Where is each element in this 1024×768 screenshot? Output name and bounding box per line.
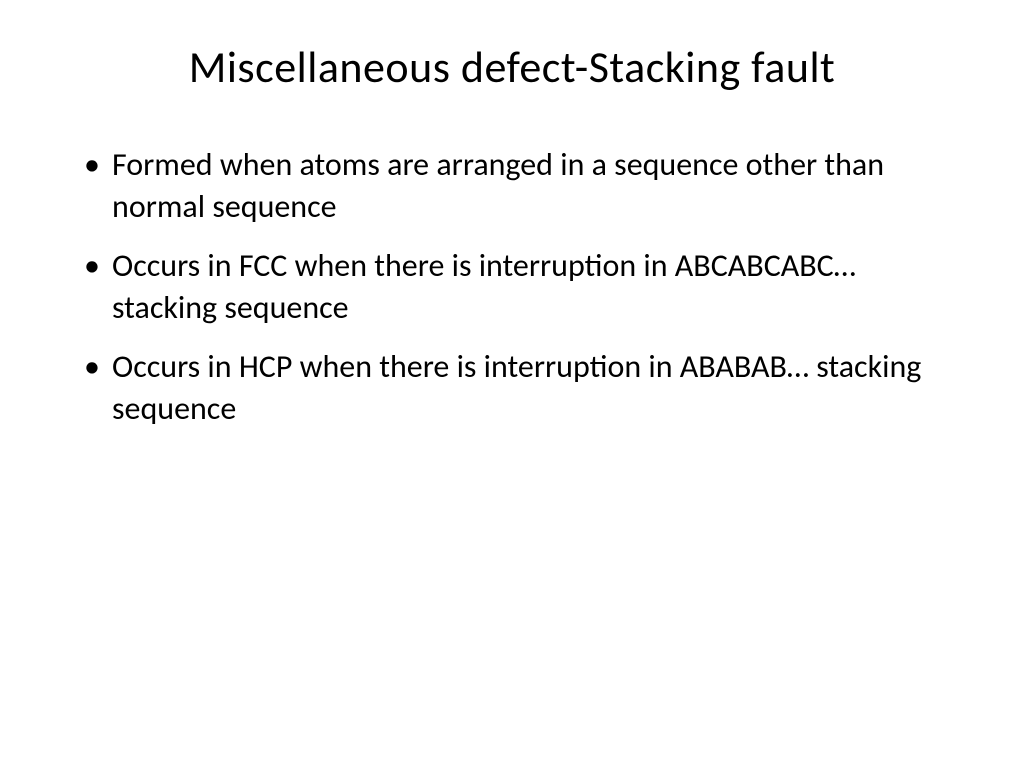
slide-container: Miscellaneous defect-Stacking fault Form…: [0, 0, 1024, 768]
slide-content: Formed when atoms are arranged in a sequ…: [60, 144, 964, 430]
bullet-item: Formed when atoms are arranged in a sequ…: [80, 144, 964, 227]
bullet-item: Occurs in HCP when there is interruption…: [80, 346, 964, 429]
slide-title: Miscellaneous defect-Stacking fault: [60, 40, 964, 94]
bullet-list: Formed when atoms are arranged in a sequ…: [80, 144, 964, 430]
bullet-item: Occurs in FCC when there is interruption…: [80, 245, 964, 328]
